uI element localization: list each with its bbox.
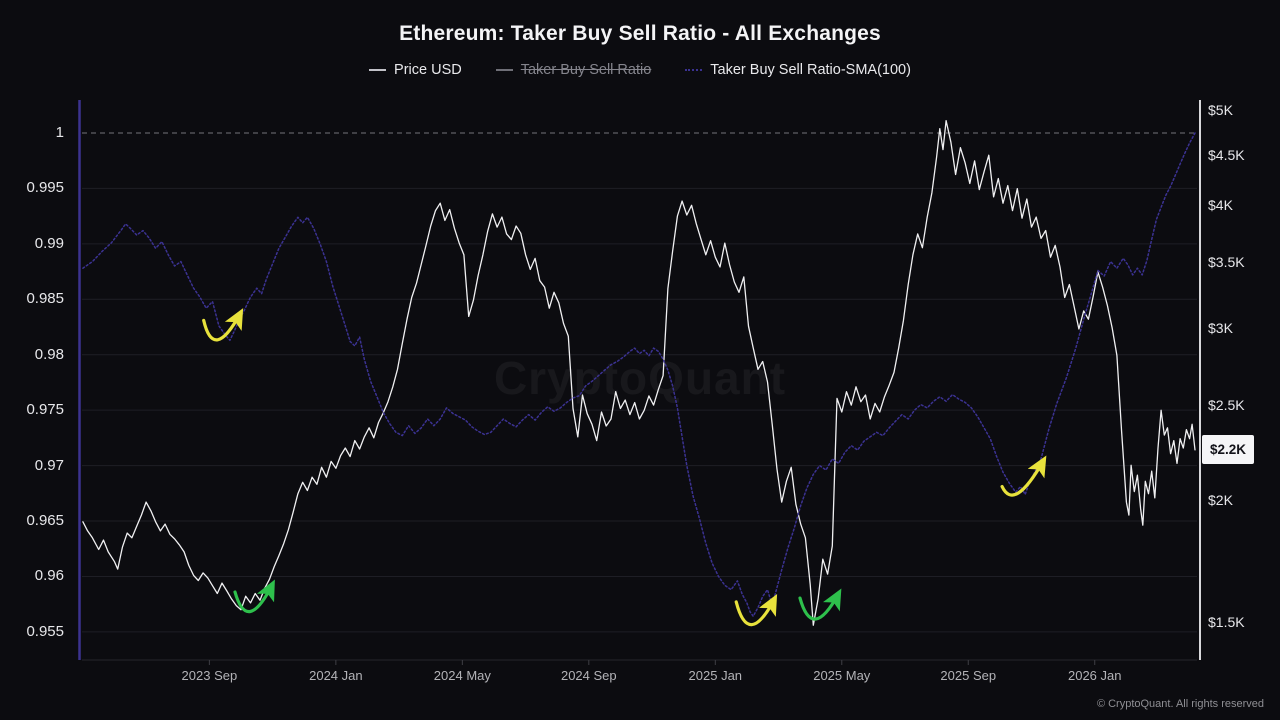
bullish-curve-arrow-3	[734, 594, 778, 627]
copyright-note: © CryptoQuant. All rights reserved	[1096, 698, 1264, 710]
date-tick-label: 2024 Sep	[560, 668, 617, 683]
ratio-tick-label: 0.965	[26, 512, 64, 529]
price-tick-label: $2.5K	[1208, 397, 1245, 414]
ratio-tick-label: 0.99	[34, 234, 64, 252]
price-tick-label: $3K	[1208, 319, 1233, 336]
price-usd-line-icon	[369, 69, 387, 71]
right-axis-price: $5K $4.5K $4K $3.5K $3K $2.5K $2K $1.5K	[1208, 0, 1280, 720]
date-tick-label: 2024 May	[433, 668, 491, 683]
ratio-tick-label: 1	[55, 124, 64, 141]
ratio-tick-label: 0.985	[26, 290, 64, 308]
legend-item-price-usd[interactable]: Price USD	[369, 62, 462, 78]
bullish-curve-arrow-5	[1000, 455, 1047, 497]
legend-label: Taker Buy Sell Ratio	[520, 62, 652, 78]
date-tick-label: 2026 Jan	[1067, 668, 1122, 683]
price-tick-label: $3.5K	[1208, 254, 1245, 271]
price-tick-label: $1.5K	[1208, 614, 1245, 631]
ratio-tick-label: 0.96	[34, 567, 64, 585]
price-usd-line	[82, 120, 1196, 626]
ratio-tick-label: 0.98	[34, 345, 64, 363]
bullish-curve-arrow-4	[798, 588, 842, 621]
x-axis-dates: 2023 Sep 2024 Jan 2024 May 2024 Sep 2025 Jan…	[0, 668, 1280, 688]
taker-ratio-line-icon	[495, 69, 513, 71]
legend-item-taker-buy-sell-ratio[interactable]: Taker Buy Sell Ratio	[495, 62, 652, 78]
date-tick-label: 2024 Jan	[309, 668, 363, 683]
ratio-tick-label: 0.995	[26, 179, 64, 197]
sma-line-icon	[685, 69, 703, 71]
current-price-badge: $2.2K	[1202, 434, 1254, 464]
price-tick-label: $4.5K	[1208, 147, 1245, 164]
legend-item-taker-ratio-sma[interactable]: Taker Buy Sell Ratio-SMA(100)	[685, 62, 911, 78]
legend-label: Taker Buy Sell Ratio-SMA(100)	[710, 62, 911, 78]
price-tick-label: $4K	[1208, 197, 1233, 214]
price-tick-label: $2K	[1208, 492, 1233, 508]
ratio-tick-label: 0.955	[26, 622, 64, 640]
date-tick-label: 2025 May	[813, 668, 871, 683]
ratio-tick-label: 0.97	[34, 456, 64, 474]
chart-legend: Price USD Taker Buy Sell Ratio Taker Buy…	[0, 62, 1280, 78]
date-tick-label: 2025 Sep	[940, 668, 997, 683]
taker-ratio-sma-line	[82, 132, 1196, 618]
bullish-curve-arrow-2	[233, 579, 275, 614]
left-axis-ratio: 1 0.995 0.99 0.985 0.98 0.975 0.97 0.965 0.96 0.9…	[0, 0, 72, 720]
legend-label: Price USD	[394, 62, 462, 78]
bullish-curve-arrow-1	[202, 308, 244, 342]
date-tick-label: 2023 Sep	[181, 668, 238, 683]
date-tick-label: 2025 Jan	[688, 668, 743, 683]
price-tick-label: $5K	[1208, 102, 1233, 119]
ratio-tick-label: 0.975	[26, 401, 64, 419]
chart-title: Ethereum: Taker Buy Sell Ratio - All Exc…	[399, 22, 881, 45]
